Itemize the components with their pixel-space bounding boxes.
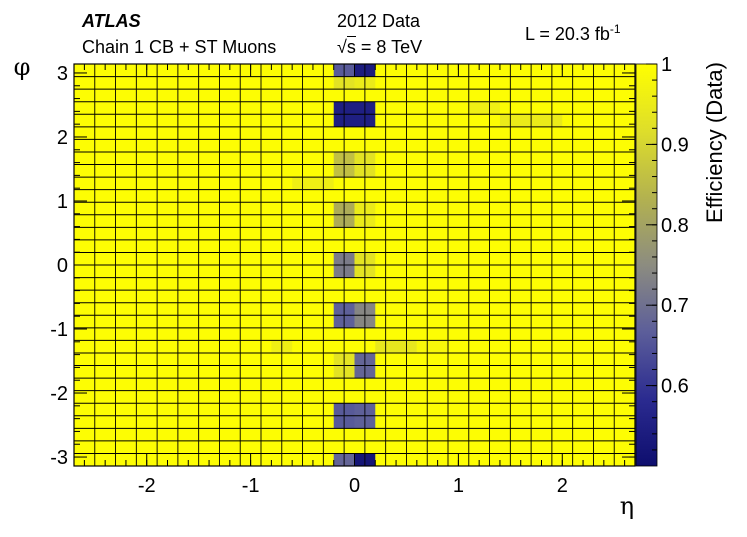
y-tick-label: 0 (57, 255, 68, 277)
heatmap-cell (375, 340, 417, 353)
x-tick-label: 0 (349, 475, 360, 497)
colorbar-tick-label: 0.6 (661, 376, 689, 398)
y-tick-label: -3 (50, 447, 68, 469)
x-tick-label: 1 (453, 475, 464, 497)
luminosity-text: L = 20.3 fb (525, 24, 610, 44)
x-axis-label: η (620, 492, 634, 520)
energy-label: √s = 8 TeV (337, 36, 423, 57)
bin-grid (74, 64, 635, 466)
y-tick-label: 2 (57, 127, 68, 149)
energy-value: = 8 TeV (355, 37, 423, 57)
y-axis-label: φ (14, 53, 31, 81)
x-axis: -2 -1 0 1 2 (83, 64, 626, 497)
chain-label: Chain 1 CB + ST Muons (82, 37, 277, 57)
y-tick-label: 3 (57, 63, 68, 85)
heatmap-cell (468, 101, 500, 114)
colorbar-label: Efficiency (Data) (702, 62, 727, 223)
heatmap-cell (292, 177, 334, 190)
colorbar-tick-label: 1 (661, 54, 672, 76)
y-tick-label: 1 (57, 191, 68, 213)
x-tick-label: 2 (557, 475, 568, 497)
colorbar-tick-label: 0.7 (661, 295, 689, 317)
y-tick-label: -1 (50, 319, 68, 341)
luminosity-label: L = 20.3 fb-1 (525, 22, 621, 44)
y-tick-label: -2 (50, 383, 68, 405)
colorbar-scale (635, 63, 658, 467)
x-tick-label: -1 (242, 475, 260, 497)
colorbar: 0.6 0.7 0.8 0.9 1 (635, 54, 689, 467)
x-tick-label: -2 (138, 475, 156, 497)
y-axis: -3 -2 -1 0 1 2 3 (50, 63, 635, 469)
colorbar-tick-label: 0.9 (661, 134, 689, 156)
dataset-label: 2012 Data (337, 11, 421, 31)
luminosity-unit-exponent: -1 (609, 22, 621, 36)
energy-sqrt-sign: √ (337, 37, 347, 57)
energy-symbol: s (346, 36, 356, 57)
heatmap-cell (416, 340, 448, 353)
atlas-label: ATLAS (82, 11, 141, 31)
colorbar-tick-label: 0.8 (661, 215, 689, 237)
